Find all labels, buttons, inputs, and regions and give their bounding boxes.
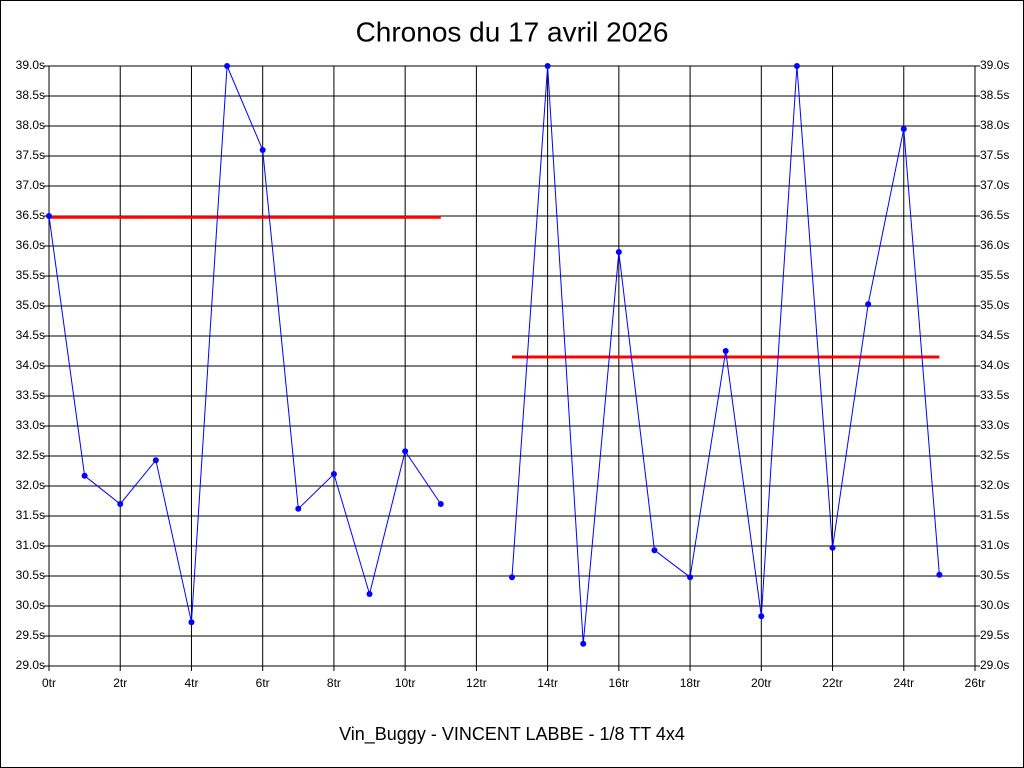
y2-tick-label: 31.5s [980, 508, 1009, 522]
data-point [509, 574, 515, 581]
data-point [295, 505, 302, 512]
data-point [865, 301, 872, 308]
y2-tick-label: 32.0s [980, 478, 1009, 492]
y-tick-label: 32.0s [16, 478, 45, 492]
data-point [259, 147, 266, 153]
x-tick-label: 24tr [893, 676, 914, 690]
y-tick-label: 37.5s [16, 148, 45, 162]
chart-title: Chronos du 17 avril 2026 [356, 16, 669, 47]
y2-tick-label: 36.0s [980, 238, 1009, 252]
data-point [615, 249, 622, 255]
y-tick-label: 34.0s [16, 358, 45, 372]
y-tick-label: 29.0s [16, 658, 45, 672]
data-point [900, 126, 907, 132]
y-tick-label: 33.0s [16, 418, 45, 432]
data-point [651, 547, 658, 554]
y2-tick-label: 34.0s [980, 358, 1009, 372]
data-point [580, 640, 587, 647]
y2-tick-label: 30.5s [980, 568, 1009, 582]
data-point [829, 544, 836, 551]
x-tick-label: 18tr [680, 676, 701, 690]
data-point [46, 213, 52, 219]
x-tick-label: 22tr [822, 676, 843, 690]
y-tick-label: 31.5s [16, 508, 45, 522]
data-point [330, 471, 337, 477]
y-tick-label: 33.5s [16, 388, 45, 402]
y-tick-label: 35.0s [16, 298, 45, 312]
y2-tick-label: 32.5s [980, 448, 1009, 462]
y-tick-label: 35.5s [16, 268, 45, 282]
y2-tick-label: 36.5s [980, 208, 1009, 222]
data-point [544, 63, 551, 69]
x-tick-label: 20tr [751, 676, 772, 690]
data-point [936, 571, 943, 578]
data-point [758, 613, 765, 620]
y2-tick-label: 37.0s [980, 178, 1009, 192]
y2-tick-label: 35.0s [980, 298, 1009, 312]
y-tick-label: 38.5s [16, 88, 45, 102]
x-tick-label: 14tr [537, 676, 558, 690]
y2-tick-label: 38.0s [980, 118, 1009, 132]
y2-tick-label: 33.0s [980, 418, 1009, 432]
data-point [224, 63, 231, 69]
y2-tick-label: 35.5s [980, 268, 1009, 282]
y-tick-label: 29.5s [16, 628, 45, 642]
y2-tick-label: 31.0s [980, 538, 1009, 552]
x-axis-label: Vin_Buggy - VINCENT LABBE - 1/8 TT 4x4 [339, 724, 685, 745]
data-point [437, 501, 444, 507]
x-tick-label: 16tr [609, 676, 630, 690]
y-tick-label: 34.5s [16, 328, 45, 342]
x-tick-label: 4tr [184, 676, 198, 690]
y-tick-label: 36.0s [16, 238, 45, 252]
data-point [722, 348, 729, 354]
y-tick-label: 38.0s [16, 118, 45, 132]
data-point [152, 457, 159, 464]
data-point [402, 448, 409, 455]
y2-tick-label: 34.5s [980, 328, 1009, 342]
data-point [188, 619, 195, 626]
y-tick-label: 36.5s [16, 208, 45, 222]
y2-tick-label: 29.5s [980, 628, 1009, 642]
y-tick-label: 30.0s [16, 598, 45, 612]
x-tick-label: 10tr [395, 676, 416, 690]
y-tick-label: 31.0s [16, 538, 45, 552]
x-tick-label: 0tr [42, 676, 56, 690]
y-tick-label: 37.0s [16, 178, 45, 192]
data-point [793, 63, 800, 69]
x-tick-label: 26tr [965, 676, 986, 690]
y2-tick-label: 37.5s [980, 148, 1009, 162]
y-tick-label: 32.5s [16, 448, 45, 462]
x-tick-label: 2tr [113, 676, 127, 690]
y2-tick-label: 33.5s [980, 388, 1009, 402]
y2-tick-label: 29.0s [980, 658, 1009, 672]
data-point [687, 574, 694, 581]
y-tick-label: 30.5s [16, 568, 45, 582]
y-tick-label: 39.0s [16, 58, 45, 72]
y2-tick-label: 38.5s [980, 88, 1009, 102]
data-point [366, 591, 373, 597]
x-tick-label: 12tr [466, 676, 487, 690]
x-tick-label: 6tr [256, 676, 270, 690]
y2-tick-label: 39.0s [980, 58, 1009, 72]
data-point [81, 472, 88, 479]
y2-tick-label: 30.0s [980, 598, 1009, 612]
data-point [117, 501, 124, 507]
x-tick-label: 8tr [327, 676, 341, 690]
